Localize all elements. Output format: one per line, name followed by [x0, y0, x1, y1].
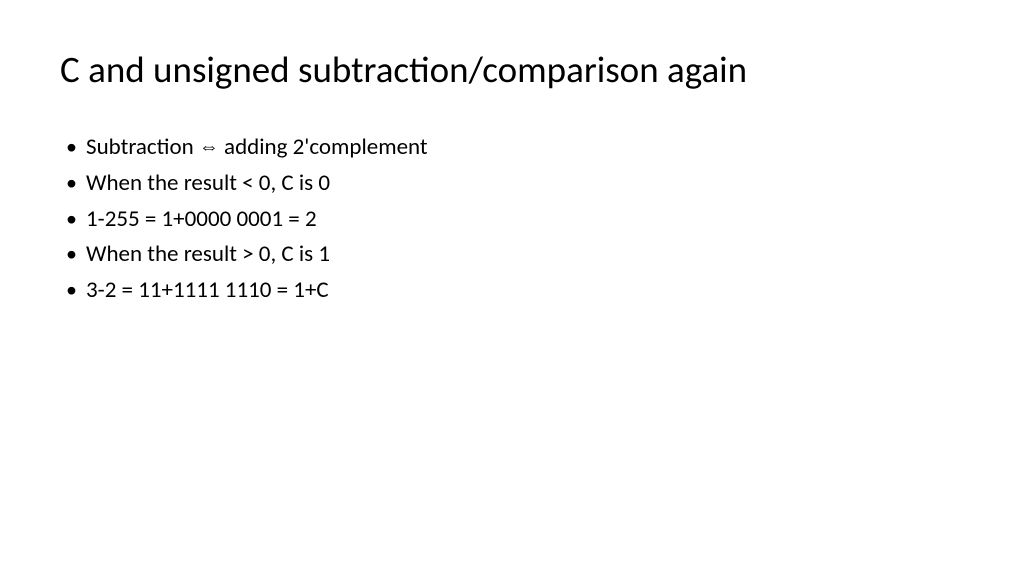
list-item: When the result > 0, C is 1	[66, 237, 964, 273]
bullet-text: When the result > 0, C is 1	[86, 240, 330, 268]
list-item: 1-255 = 1+0000 0001 = 2	[66, 202, 964, 238]
bullet-text: 1-255 = 1+0000 0001 = 2	[86, 205, 317, 233]
bullet-text-pre: Subtraction	[86, 133, 199, 161]
bullet-text: 3-2 = 11+1111 1110 = 1+C	[86, 276, 329, 304]
bullet-text: When the result < 0, C is 0	[86, 169, 330, 197]
slide: C and unsigned subtraction/comparison ag…	[0, 0, 1024, 576]
list-item: 3-2 = 11+1111 1110 = 1+C	[66, 273, 964, 309]
bullet-list: Subtraction ⇔ adding 2'complement When t…	[60, 130, 964, 308]
double-arrow-icon: ⇔	[199, 132, 219, 163]
bullet-text-post: adding 2'complement	[219, 133, 428, 161]
list-item: Subtraction ⇔ adding 2'complement	[66, 130, 964, 166]
slide-title: C and unsigned subtraction/comparison ag…	[60, 48, 964, 92]
list-item: When the result < 0, C is 0	[66, 166, 964, 202]
